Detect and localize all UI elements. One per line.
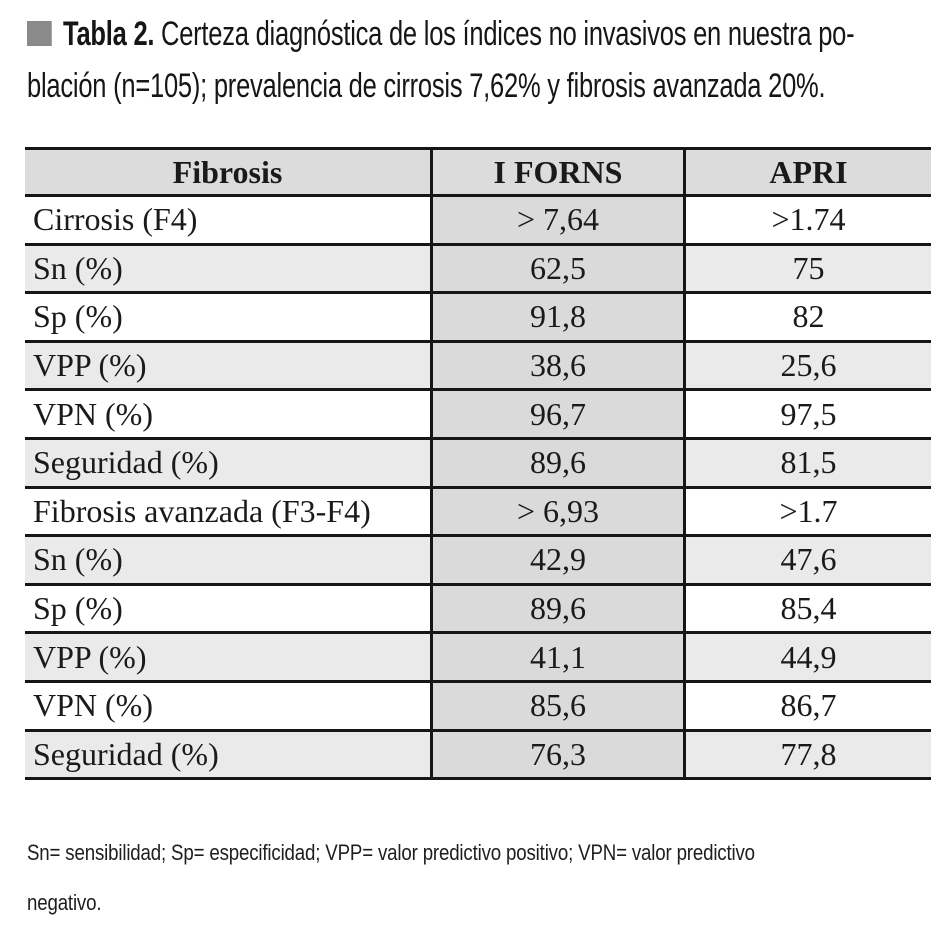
table-row: Sp (%) 91,8 82 (25, 292, 931, 343)
cell-label: Sn (%) (25, 244, 433, 295)
cell-apri: 86,7 (684, 681, 931, 732)
table-header: Fibrosis I FORNS APRI (25, 148, 931, 197)
cell-label: VPN (%) (25, 681, 433, 732)
caption-text-line1: Certeza diagnóstica de los índices no in… (161, 15, 855, 53)
table-row: Sp (%) 89,6 85,4 (25, 584, 931, 635)
cell-forns: 76,3 (431, 730, 686, 781)
cell-forns: 38,6 (431, 341, 686, 392)
cell-label: Seguridad (%) (25, 730, 433, 781)
cell-apri: 25,6 (684, 341, 931, 392)
table-row: VPN (%) 96,7 97,5 (25, 389, 931, 440)
column-header-forns: I FORNS (431, 148, 686, 197)
cell-label: Sp (%) (25, 584, 433, 635)
cell-forns: 85,6 (431, 681, 686, 732)
table-row: Sn (%) 62,5 75 (25, 244, 931, 295)
cell-label: Seguridad (%) (25, 438, 433, 489)
cell-apri: 85,4 (684, 584, 931, 635)
cell-label: Cirrosis (F4) (25, 195, 433, 246)
footnote-line1: Sn= sensibilidad; Sp= especificidad; VPP… (27, 840, 755, 865)
table-row: VPN (%) 85,6 86,7 (25, 681, 931, 732)
table-caption: Tabla 2. Certeza diagnóstica de los índic… (27, 8, 950, 112)
caption-line1: Tabla 2. Certeza diagnóstica de los índic… (27, 8, 855, 60)
cell-label: VPP (%) (25, 632, 433, 683)
cell-apri: >1.74 (684, 195, 931, 246)
column-header-fibrosis: Fibrosis (25, 148, 433, 197)
cell-apri: 82 (684, 292, 931, 343)
cell-apri: 81,5 (684, 438, 931, 489)
caption-square-marker-icon (27, 21, 52, 46)
header-row: Fibrosis I FORNS APRI (25, 148, 931, 197)
diagnostic-accuracy-table: Fibrosis I FORNS APRI Cirrosis (F4) > 7,… (25, 147, 931, 781)
cell-apri: 97,5 (684, 389, 931, 440)
cell-forns: 62,5 (431, 244, 686, 295)
cell-label: Sn (%) (25, 535, 433, 586)
cell-forns: > 7,64 (431, 195, 686, 246)
caption-text-line2: blación (n=105); prevalencia de cirrosis… (27, 67, 826, 105)
table-body: Cirrosis (F4) > 7,64 >1.74 Sn (%) 62,5 7… (25, 195, 931, 781)
cell-apri: 44,9 (684, 632, 931, 683)
footnote-line2: negativo. (27, 890, 102, 915)
cell-label: VPP (%) (25, 341, 433, 392)
cell-apri: 47,6 (684, 535, 931, 586)
cell-label: Sp (%) (25, 292, 433, 343)
table-row: Seguridad (%) 76,3 77,8 (25, 730, 931, 781)
cell-label: VPN (%) (25, 389, 433, 440)
cell-apri: 77,8 (684, 730, 931, 781)
caption-table-number: Tabla 2. (63, 15, 155, 53)
cell-forns: 91,8 (431, 292, 686, 343)
table-row: VPP (%) 38,6 25,6 (25, 341, 931, 392)
cell-apri: >1.7 (684, 487, 931, 538)
cell-forns: 89,6 (431, 584, 686, 635)
table-row: Seguridad (%) 89,6 81,5 (25, 438, 931, 489)
table-row: Sn (%) 42,9 47,6 (25, 535, 931, 586)
table-row: VPP (%) 41,1 44,9 (25, 632, 931, 683)
table-footnote: Sn= sensibilidad; Sp= especificidad; VPP… (27, 828, 883, 925)
cell-forns: 41,1 (431, 632, 686, 683)
cell-forns: 89,6 (431, 438, 686, 489)
table-row: Fibrosis avanzada (F3-F4) > 6,93 >1.7 (25, 487, 931, 538)
cell-label: Fibrosis avanzada (F3-F4) (25, 487, 433, 538)
cell-forns: 42,9 (431, 535, 686, 586)
column-header-apri: APRI (684, 148, 931, 197)
cell-apri: 75 (684, 244, 931, 295)
cell-forns: > 6,93 (431, 487, 686, 538)
table-row: Cirrosis (F4) > 7,64 >1.74 (25, 195, 931, 246)
cell-forns: 96,7 (431, 389, 686, 440)
